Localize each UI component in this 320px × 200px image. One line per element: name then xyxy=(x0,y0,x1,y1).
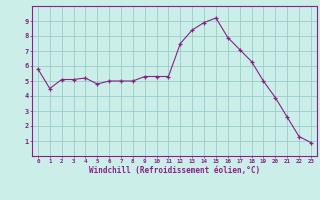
X-axis label: Windchill (Refroidissement éolien,°C): Windchill (Refroidissement éolien,°C) xyxy=(89,166,260,175)
